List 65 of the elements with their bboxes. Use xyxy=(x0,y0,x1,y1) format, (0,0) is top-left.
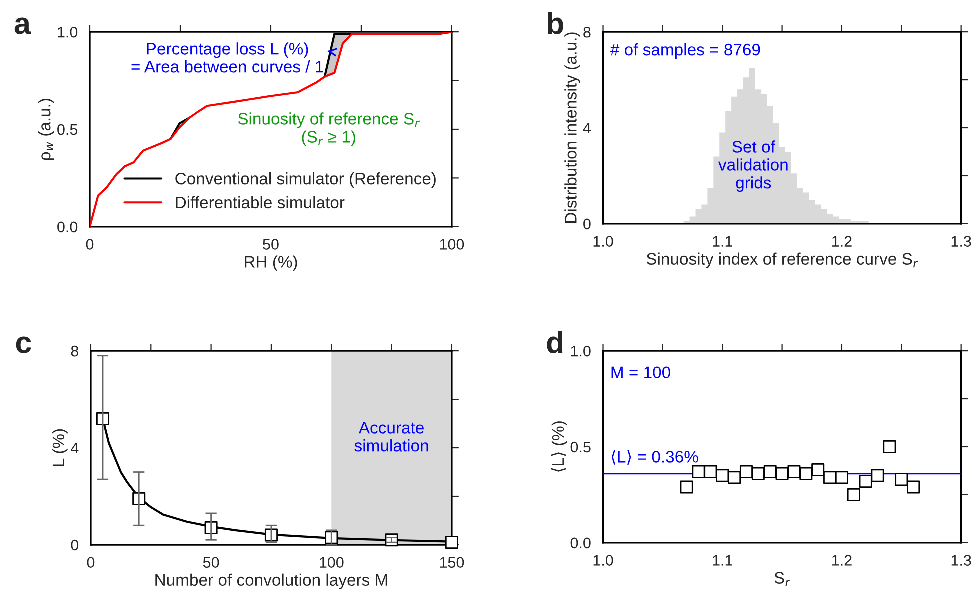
annotation: Set of validation grids xyxy=(718,140,788,192)
x-axis-title: Sinuosity index of reference curve S$_{r}$ xyxy=(646,252,918,268)
point xyxy=(96,412,110,426)
y-tick-label: 8 xyxy=(584,26,591,38)
legend-label: Differentiable simulator xyxy=(176,196,345,209)
point xyxy=(871,469,884,482)
point xyxy=(764,465,777,478)
annotation: # of samples = 8769 xyxy=(610,43,760,60)
y-tick-label: 0 xyxy=(584,218,591,230)
point xyxy=(824,471,837,484)
x-tick-label: 1.3 xyxy=(952,236,972,247)
band-label: Accurate simulation xyxy=(354,422,428,452)
point xyxy=(680,480,694,494)
x-tick-label: 1.2 xyxy=(832,555,852,566)
point xyxy=(264,528,278,542)
point xyxy=(907,480,920,494)
y-axis-title: Distribution intensity (a.u.) xyxy=(564,32,580,223)
chart-title: b xyxy=(548,12,564,35)
y-axis-title: ⟨L⟩ (%) xyxy=(551,422,568,472)
x-tick-label: 1.1 xyxy=(713,236,732,247)
x-axis-title: S$_{r}$ xyxy=(774,572,791,587)
point xyxy=(788,465,801,478)
x-tick-label: 1.0 xyxy=(594,236,614,247)
x-axis-title: Number of convolution layers M xyxy=(156,574,388,590)
point xyxy=(704,465,718,478)
chart-title: d xyxy=(547,331,563,354)
y-axis-title: ρ$_{w}$ (a.u.) xyxy=(38,99,54,160)
y-tick-label: 8 xyxy=(71,346,79,357)
x-tick-label: 0 xyxy=(87,557,95,568)
y-tick-label: 0 xyxy=(71,540,79,551)
x-tick-label: 50 xyxy=(203,557,220,568)
point xyxy=(895,473,908,486)
point xyxy=(776,467,789,480)
y-tick-label: 4 xyxy=(71,443,79,454)
chart-title: a xyxy=(14,18,32,34)
y-tick-label: 1.0 xyxy=(58,26,78,38)
y-tick-label: 0.0 xyxy=(570,538,591,549)
annotation: Percentage loss L (%) = Area between curves / 1 xyxy=(132,42,324,73)
point xyxy=(835,471,848,484)
y-axis-title: L (%) xyxy=(52,429,68,466)
x-tick-label: 0 xyxy=(86,239,94,250)
point xyxy=(445,536,458,550)
y-tick-label: 0.5 xyxy=(58,124,78,136)
x-tick-label: 1.3 xyxy=(952,555,972,566)
point xyxy=(716,469,730,482)
x-tick-label: 100 xyxy=(440,239,464,250)
x-tick-label: 100 xyxy=(320,557,344,568)
chart-title: c xyxy=(16,336,32,354)
x-tick-label: 50 xyxy=(263,239,279,250)
ref-line-label: ⟨L⟩ = 0.36% xyxy=(612,450,698,465)
x-tick-label: 1.0 xyxy=(594,555,614,566)
x-axis-title: RH (%) xyxy=(245,256,298,272)
y-tick-label: 0.5 xyxy=(570,442,591,453)
x-tick-label: 1.1 xyxy=(713,555,732,566)
point xyxy=(728,471,742,484)
x-tick-label: 1.2 xyxy=(832,236,852,247)
x-tick-label: 150 xyxy=(440,557,464,568)
point xyxy=(800,467,813,480)
annotation: M = 100 xyxy=(612,366,670,379)
y-tick-label: 1.0 xyxy=(571,346,591,357)
legend-label: Conventional simulator (Reference) xyxy=(176,172,436,188)
point xyxy=(692,465,706,478)
y-tick-label: 4 xyxy=(583,123,592,134)
text: Sinuosity of reference S$_{r}$ (S$_{r}$ ≥ 1) xyxy=(238,112,420,146)
y-tick-label: 0.0 xyxy=(58,222,78,233)
